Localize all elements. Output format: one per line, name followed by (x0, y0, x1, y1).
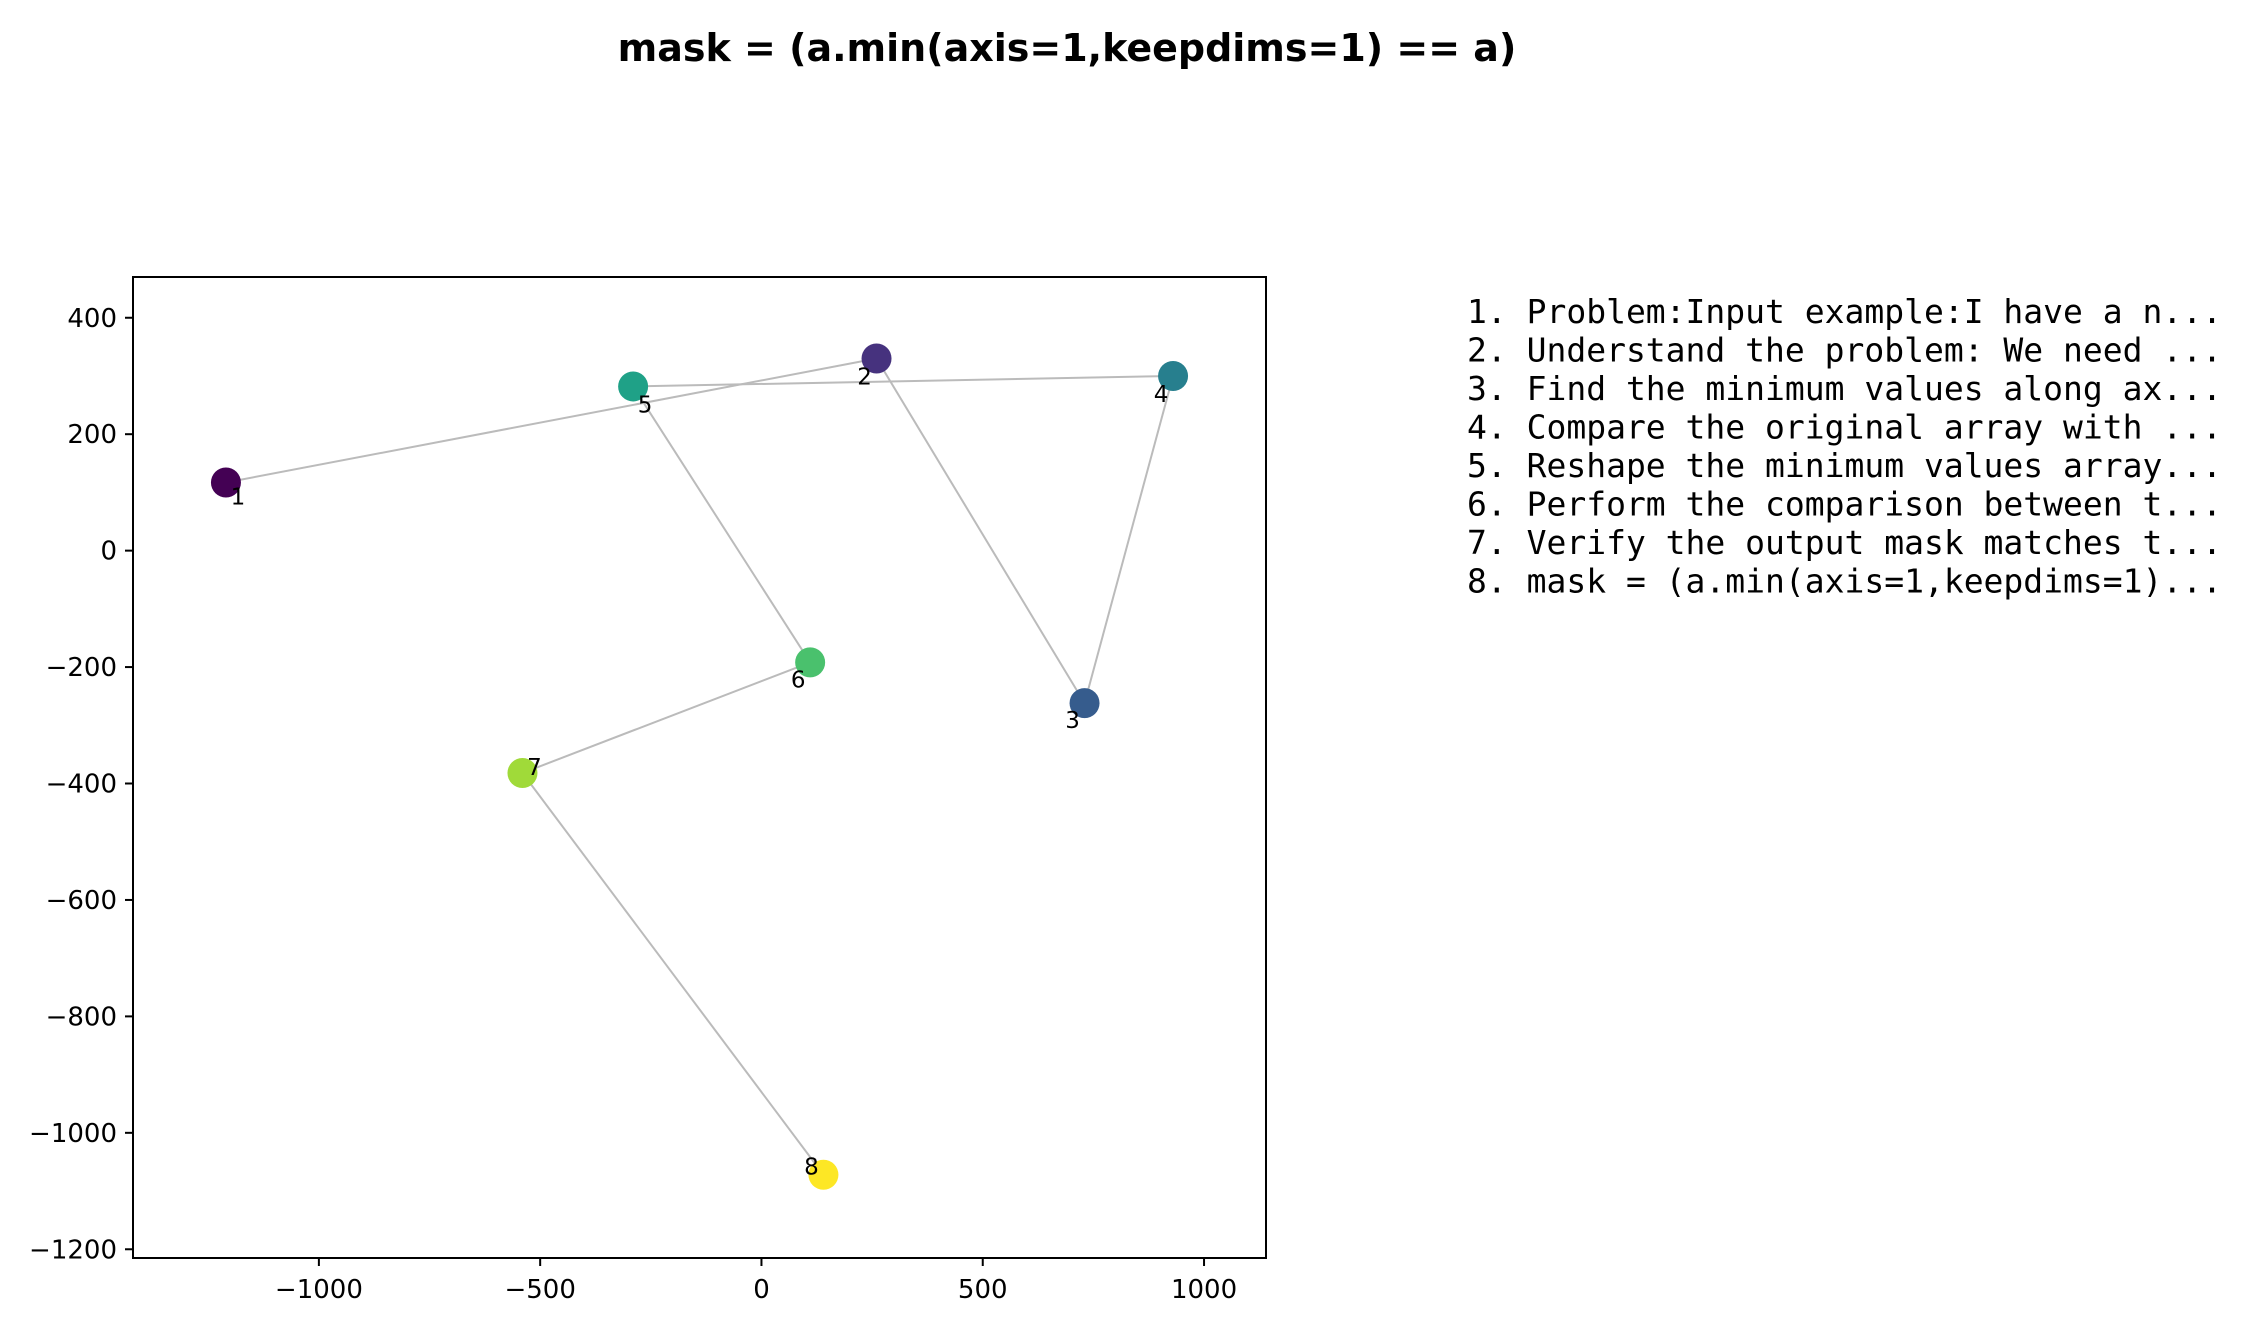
point-label: 6 (791, 667, 806, 693)
y-tick-label: 400 (67, 304, 117, 334)
point-label: 5 (638, 392, 653, 418)
connector-lines (225, 357, 1175, 1176)
point-labels: 1 2 3 4 5 6 7 8 (231, 365, 1169, 1181)
chart-title: mask = (a.min(axis=1,keepdims=1) == a) (618, 26, 1517, 70)
data-point (210, 467, 241, 498)
step-item: 1. Problem:Input example:I have a n... (1467, 292, 2222, 331)
step-item: 6. Perform the comparison between t... (1467, 485, 2222, 524)
x-tick-label: 1000 (1171, 1275, 1237, 1305)
step-item: 3. Find the minimum values along ax... (1467, 369, 2222, 408)
point-label: 1 (231, 485, 246, 511)
data-point (861, 343, 892, 374)
connector-line (633, 374, 1174, 388)
step-item: 2. Understand the problem: We need ... (1467, 331, 2222, 370)
x-tick-label: −1000 (275, 1275, 363, 1305)
point-label: 3 (1065, 708, 1080, 734)
y-tick-label: −1200 (29, 1235, 117, 1265)
point-label: 7 (527, 755, 542, 781)
connector-line (1083, 375, 1175, 704)
x-tick-label: 500 (958, 1275, 1008, 1305)
connector-line (521, 772, 825, 1176)
x-tick-label: −500 (504, 1275, 575, 1305)
connector-line (225, 357, 877, 484)
step-item: 5. Reshape the minimum values array... (1467, 446, 2222, 485)
y-tick-label: −600 (46, 886, 117, 916)
connector-line (632, 385, 811, 663)
y-tick-label: −200 (46, 653, 117, 683)
data-point (808, 1159, 839, 1190)
step-item: 4. Compare the original array with ... (1467, 408, 2222, 447)
data-point (507, 758, 538, 789)
data-points (210, 343, 1189, 1190)
data-point (1069, 688, 1100, 719)
point-label: 2 (857, 365, 872, 391)
y-tick-label: 0 (100, 537, 117, 567)
y-tick-label: −800 (46, 1002, 117, 1032)
connector-line (522, 661, 811, 774)
y-tick-label: 200 (67, 420, 117, 450)
y-tick-label: −400 (46, 770, 117, 800)
point-label: 4 (1154, 382, 1169, 408)
point-label: 8 (804, 1155, 819, 1181)
step-item: 8. mask = (a.min(axis=1,keepdims=1)... (1467, 562, 2222, 601)
y-tick-label: −1000 (29, 1119, 117, 1149)
connector-line (875, 357, 1086, 704)
y-axis: 400 200 0 −200 −400 −600 −800 −1000 −1200 (29, 304, 133, 1265)
x-tick-label: 0 (753, 1275, 770, 1305)
step-item: 7. Verify the output mask matches t... (1467, 523, 2222, 562)
data-point (795, 647, 826, 678)
steps-list: 1. Problem:Input example:I have a n...2.… (1467, 292, 2222, 601)
plot-frame (132, 276, 1267, 1259)
data-point (618, 371, 649, 402)
data-point (1158, 360, 1189, 391)
x-axis: −1000 −500 0 500 1000 (275, 1258, 1237, 1305)
